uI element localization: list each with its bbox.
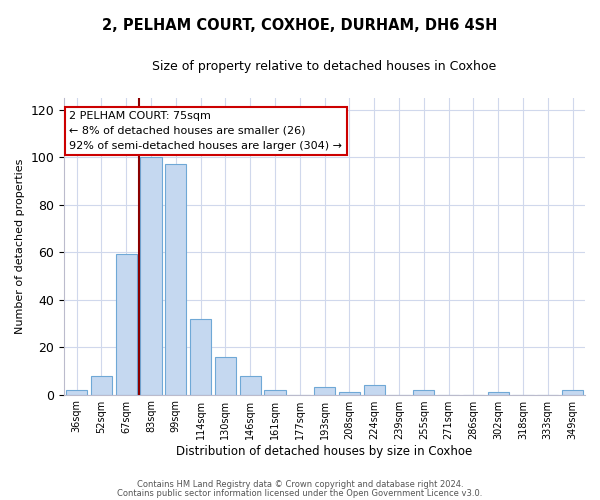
Bar (562, 390, 583, 394)
Bar (140, 157, 161, 394)
Bar (66, 390, 87, 394)
Bar (165, 164, 187, 394)
Bar (339, 392, 360, 394)
Bar (488, 392, 509, 394)
Bar (91, 376, 112, 394)
Bar (413, 390, 434, 394)
Y-axis label: Number of detached properties: Number of detached properties (15, 158, 25, 334)
X-axis label: Distribution of detached houses by size in Coxhoe: Distribution of detached houses by size … (176, 444, 473, 458)
Text: 2, PELHAM COURT, COXHOE, DURHAM, DH6 4SH: 2, PELHAM COURT, COXHOE, DURHAM, DH6 4SH (103, 18, 497, 32)
Title: Size of property relative to detached houses in Coxhoe: Size of property relative to detached ho… (152, 60, 497, 73)
Text: Contains public sector information licensed under the Open Government Licence v3: Contains public sector information licen… (118, 488, 482, 498)
Bar (116, 254, 137, 394)
Bar (239, 376, 261, 394)
Bar (215, 356, 236, 395)
Bar (364, 385, 385, 394)
Bar (190, 318, 211, 394)
Bar (265, 390, 286, 394)
Text: Contains HM Land Registry data © Crown copyright and database right 2024.: Contains HM Land Registry data © Crown c… (137, 480, 463, 489)
Bar (314, 388, 335, 394)
Text: 2 PELHAM COURT: 75sqm
← 8% of detached houses are smaller (26)
92% of semi-detac: 2 PELHAM COURT: 75sqm ← 8% of detached h… (70, 111, 343, 150)
